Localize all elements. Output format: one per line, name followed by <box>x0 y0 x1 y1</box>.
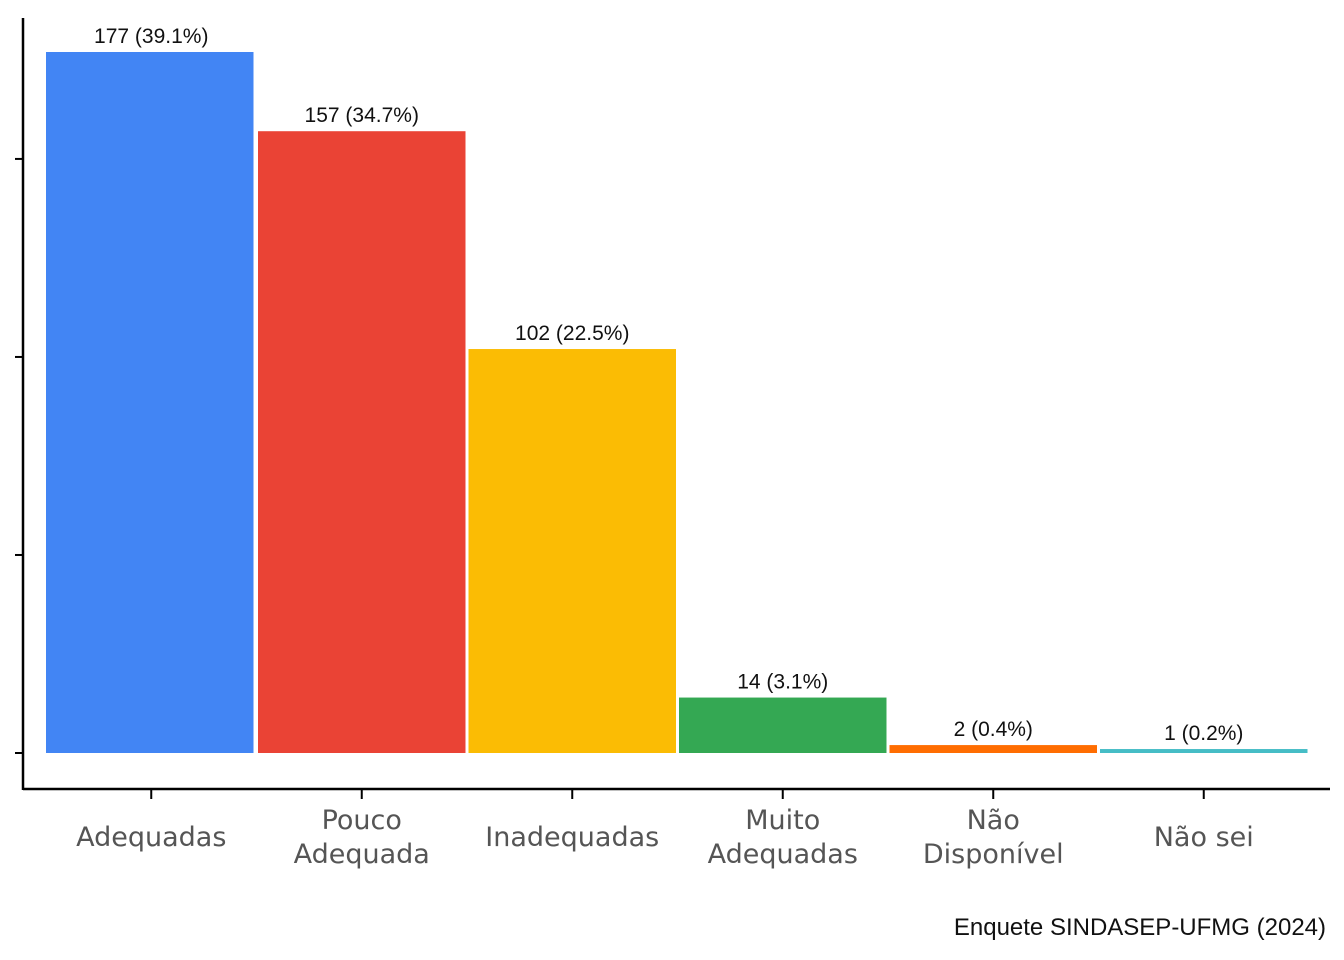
x-ticks-group <box>150 790 1205 799</box>
bar-3 <box>679 697 887 753</box>
data-label-1: 157 (34.7%) <box>305 104 419 127</box>
x-tick-label-2: Inadequadas <box>485 822 659 853</box>
x-tick-labels-group: Adequadas Pouco Adequada Inadequadas Muito Ad… <box>76 805 1254 870</box>
x-tick-label-3: Muito Adequadas <box>708 805 858 870</box>
data-labels-group: 177 (39.1%) 157 (34.7%) 102 (22.5%) 14 (3.1… <box>94 25 1243 745</box>
data-label-4: 2 (0.4%) <box>954 718 1033 741</box>
bar-4 <box>889 745 1097 753</box>
x-tick-label-4: Não Disponível <box>923 805 1064 870</box>
data-label-5: 1 (0.2%) <box>1164 722 1243 745</box>
x-tick-label-5: Não sei <box>1154 822 1254 853</box>
data-label-2: 102 (22.5%) <box>515 322 629 345</box>
x-tick-label-0: Adequadas <box>76 822 226 853</box>
data-label-3: 14 (3.1%) <box>737 671 828 694</box>
y-ticks-group <box>15 157 23 754</box>
bar-1 <box>258 131 466 753</box>
bar-2 <box>468 349 676 753</box>
data-label-0: 177 (39.1%) <box>94 25 208 48</box>
bar-0 <box>46 52 254 753</box>
x-tick-label-1: Pouco Adequada <box>294 805 430 870</box>
bar-5 <box>1100 749 1308 753</box>
bars-group <box>46 52 1308 753</box>
chart-caption: Enquete SINDASEP-UFMG (2024) <box>953 914 1326 941</box>
